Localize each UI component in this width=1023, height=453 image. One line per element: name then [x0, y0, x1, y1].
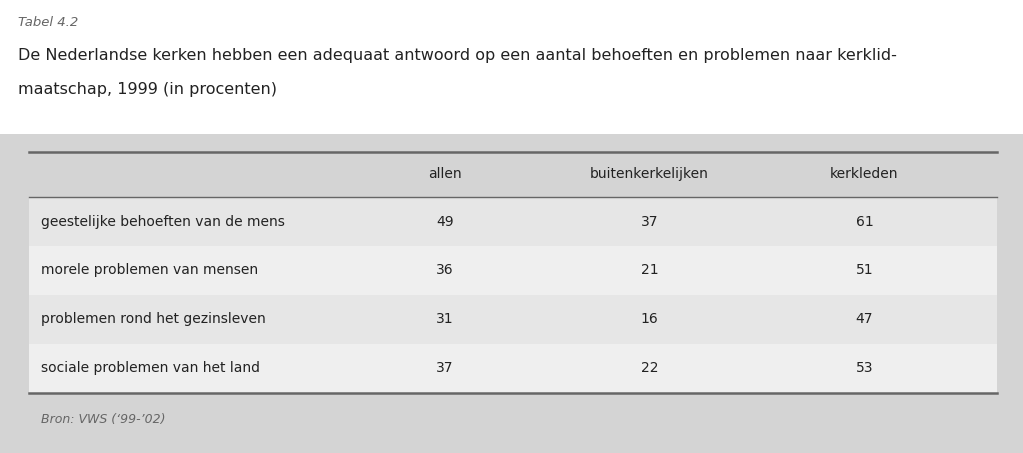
- Text: 47: 47: [855, 313, 874, 326]
- Text: 22: 22: [640, 361, 659, 375]
- Text: 37: 37: [436, 361, 454, 375]
- Text: 37: 37: [640, 215, 659, 228]
- Text: 53: 53: [855, 361, 874, 375]
- Text: buitenkerkelijken: buitenkerkelijken: [590, 168, 709, 181]
- Text: morele problemen van mensen: morele problemen van mensen: [41, 264, 258, 277]
- Text: 51: 51: [855, 264, 874, 277]
- Text: De Nederlandse kerken hebben een adequaat antwoord op een aantal behoeften en pr: De Nederlandse kerken hebben een adequaa…: [18, 48, 897, 63]
- Text: 31: 31: [436, 313, 454, 326]
- Text: Bron: VWS (‘99-’02): Bron: VWS (‘99-’02): [41, 414, 166, 426]
- Text: 21: 21: [640, 264, 659, 277]
- Text: 49: 49: [436, 215, 454, 228]
- Text: sociale problemen van het land: sociale problemen van het land: [41, 361, 260, 375]
- Text: geestelijke behoeften van de mens: geestelijke behoeften van de mens: [41, 215, 284, 228]
- Text: Tabel 4.2: Tabel 4.2: [18, 16, 79, 29]
- Text: allen: allen: [429, 168, 461, 181]
- Text: problemen rond het gezinsleven: problemen rond het gezinsleven: [41, 313, 266, 326]
- Text: 16: 16: [640, 313, 659, 326]
- Text: 61: 61: [855, 215, 874, 228]
- Text: kerkleden: kerkleden: [831, 168, 898, 181]
- Text: 36: 36: [436, 264, 454, 277]
- Text: maatschap, 1999 (in procenten): maatschap, 1999 (in procenten): [18, 82, 277, 96]
